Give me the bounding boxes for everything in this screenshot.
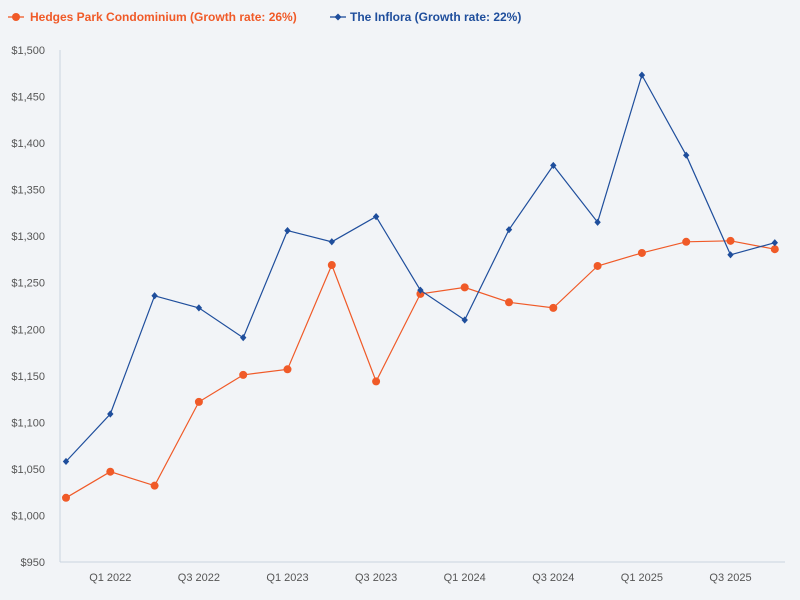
data-point-hedges[interactable] [549, 303, 558, 312]
data-point-inflora[interactable] [594, 218, 601, 226]
y-tick-label: $1,150 [11, 371, 45, 383]
data-point-hedges[interactable] [505, 298, 513, 307]
legend-item-inflora[interactable]: The Inflora (Growth rate: 22%) [330, 10, 521, 24]
legend-label-hedges: Hedges Park Condominium (Growth rate: 26… [30, 10, 297, 24]
x-tick-label: Q3 2025 [709, 572, 751, 584]
y-tick-label: $1,050 [11, 464, 45, 476]
y-tick-label: $1,000 [11, 510, 45, 522]
data-point-inflora[interactable] [461, 316, 468, 324]
series-line-inflora [65, 73, 775, 462]
legend: Hedges Park Condominium (Growth rate: 26… [8, 10, 521, 24]
data-point-hedges[interactable] [593, 261, 602, 270]
data-point-hedges[interactable] [726, 236, 735, 245]
x-tick-label: Q1 2025 [621, 572, 663, 584]
data-point-inflora[interactable] [195, 304, 203, 312]
legend-item-hedges[interactable]: Hedges Park Condominium (Growth rate: 26… [8, 10, 297, 24]
legend-marker-inflora [334, 13, 342, 21]
legend-marker-hedges [12, 13, 20, 21]
data-point-hedges[interactable] [283, 365, 292, 374]
data-point-hedges[interactable] [239, 370, 248, 379]
data-point-inflora[interactable] [683, 151, 690, 159]
data-point-inflora[interactable] [727, 251, 734, 259]
data-point-hedges[interactable] [150, 481, 159, 490]
series-line-hedges [65, 240, 775, 499]
data-point-inflora[interactable] [771, 239, 778, 247]
x-tick-label: Q3 2022 [178, 572, 220, 584]
data-point-inflora[interactable] [328, 238, 335, 246]
data-point-hedges[interactable] [460, 283, 469, 292]
data-point-inflora[interactable] [240, 334, 247, 342]
data-point-hedges[interactable] [637, 248, 646, 257]
y-tick-label: $950 [21, 557, 45, 569]
data-point-hedges[interactable] [770, 245, 779, 254]
data-point-inflora[interactable] [284, 226, 291, 235]
data-point-hedges[interactable] [62, 493, 70, 502]
data-point-inflora[interactable] [417, 286, 424, 294]
y-tick-label: $1,200 [11, 324, 45, 336]
y-tick-label: $1,350 [11, 185, 45, 197]
x-tick-label: Q1 2022 [89, 572, 131, 584]
y-tick-label: $1,400 [11, 138, 45, 150]
data-point-inflora[interactable] [550, 161, 557, 170]
x-tick-label: Q3 2024 [532, 572, 574, 584]
data-point-inflora[interactable] [372, 213, 380, 221]
data-point-hedges[interactable] [106, 467, 115, 476]
y-tick-label: $1,500 [11, 45, 45, 57]
data-point-hedges[interactable] [327, 261, 336, 270]
y-tick-label: $1,100 [11, 417, 45, 429]
plot-area [62, 71, 779, 502]
y-tick-label: $1,250 [11, 278, 45, 290]
y-tick-label: $1,300 [11, 231, 45, 243]
data-point-inflora[interactable] [505, 226, 513, 234]
data-point-inflora[interactable] [62, 457, 70, 466]
y-tick-label: $1,450 [11, 92, 45, 104]
x-tick-label: Q1 2024 [444, 572, 486, 584]
axes: $950 $1,000 $1,050 $1,100 $1,150 $1,200 $1,250… [11, 45, 785, 584]
data-point-inflora[interactable] [638, 71, 646, 79]
data-point-hedges[interactable] [194, 397, 203, 406]
data-point-hedges[interactable] [682, 237, 691, 246]
x-tick-label: Q1 2023 [266, 572, 308, 584]
data-point-hedges[interactable] [372, 377, 381, 386]
legend-label-inflora: The Inflora (Growth rate: 22%) [350, 10, 521, 24]
data-point-inflora[interactable] [151, 292, 158, 300]
data-point-inflora[interactable] [107, 410, 114, 418]
x-tick-label: Q3 2023 [355, 572, 397, 584]
